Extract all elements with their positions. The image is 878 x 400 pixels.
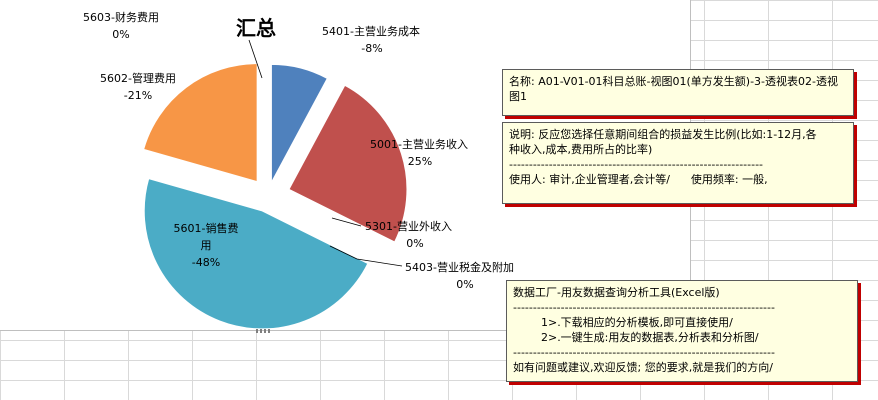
factory-line-4: 如有问题或建议,欢迎反馈; 您的要求,就是我们的方向/ (513, 361, 773, 374)
pie-slice[interactable] (143, 178, 369, 330)
factory-divider-1: ----------------------------------------… (513, 301, 775, 314)
pie-slice[interactable] (270, 63, 328, 183)
slice-name-label: 5001-主营业务收入 (370, 137, 468, 151)
description-line-2: 种收入,成本,费用所占的比率) (509, 143, 653, 156)
slice-value-label: 25% (408, 155, 432, 168)
slice-name-label: 5601-销售费 (174, 221, 239, 235)
slice-name-label: 用 (201, 239, 212, 252)
slice-name-label: 5603-财务费用 (83, 10, 159, 24)
factory-line-3: 2>.一键生成:用友的数据表,分析表和分析图/ (513, 331, 759, 344)
chart-resize-handle[interactable] (256, 329, 270, 333)
factory-note[interactable]: 数据工厂-用友数据查询分析工具(Excel版) ----------------… (506, 280, 858, 382)
slice-value-label: -21% (124, 89, 152, 102)
slice-value-label: 0% (456, 278, 473, 291)
slice-name-label: 5602-管理费用 (100, 71, 176, 85)
factory-line-1: 数据工厂-用友数据查询分析工具(Excel版) (513, 286, 720, 299)
slice-name-label: 5403-营业税金及附加 (405, 260, 514, 274)
description-line-3: 使用人: 审计,企业管理者,会计等/ 使用频率: 一般, (509, 173, 768, 186)
leader-line (248, 39, 263, 79)
pie-chart: 5401-主营业务成本 -8% 5001-主营业务收入 25% 5301-营业外收入 0%… (83, 10, 514, 330)
leader-line (331, 217, 362, 227)
description-line-1: 说明: 反应您选择任意期间组合的损益发生比例(比如:1-12月,各 (509, 128, 817, 141)
slice-value-label: 0% (112, 28, 129, 41)
pie-slice[interactable] (143, 63, 258, 183)
description-divider: ----------------------------------------… (509, 158, 764, 171)
chart-title: 汇总 (236, 16, 276, 40)
slice-value-label: 0% (406, 237, 423, 250)
factory-divider-2: ----------------------------------------… (513, 346, 775, 359)
name-note-text: 名称: A01-V01-01科目总账-视图01(单方发生额)-3-透视表02-透… (509, 75, 838, 103)
slice-value-label: -8% (361, 42, 382, 55)
leader-line (329, 245, 403, 267)
description-note[interactable]: 说明: 反应您选择任意期间组合的损益发生比例(比如:1-12月,各 种收入,成本… (502, 122, 854, 204)
slice-value-label: -48% (192, 256, 220, 269)
name-note[interactable]: 名称: A01-V01-01科目总账-视图01(单方发生额)-3-透视表02-透… (502, 69, 854, 116)
slice-name-label: 5301-营业外收入 (365, 219, 452, 233)
slice-name-label: 5401-主营业务成本 (322, 24, 420, 38)
pie-slice[interactable] (288, 84, 408, 243)
factory-line-2: 1>.下载相应的分析模板,即可直接使用/ (513, 316, 733, 329)
